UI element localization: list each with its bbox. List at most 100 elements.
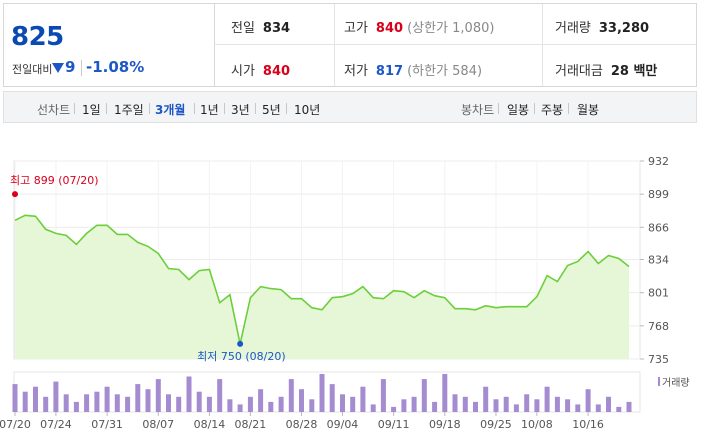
x-tick-label: 08/28: [286, 418, 318, 431]
volume-bar: [258, 389, 264, 412]
field-sub: (상한가 1,080): [407, 21, 495, 36]
volume-bar: [206, 396, 212, 412]
x-tick-label: 08/14: [194, 418, 226, 431]
volume-bar: [288, 379, 294, 412]
volume-bar: [186, 376, 192, 412]
volume-bar: [278, 396, 284, 412]
volume-bar: [33, 386, 38, 412]
toolbar-divider: [149, 103, 150, 114]
x-tick-label: 09/18: [429, 418, 461, 431]
quote-header: 825 전일대비 9 -1.08% 전일 834 고가 840 (상한가 1,080)…: [3, 3, 697, 87]
low-marker: [237, 340, 244, 347]
x-tick-label: 10/16: [572, 418, 604, 431]
volume-bar: [63, 394, 69, 412]
volume-bar: [483, 386, 489, 412]
x-tick-label: 08/21: [235, 418, 267, 431]
y-tick-label: 735: [648, 353, 669, 366]
volume-bar: [401, 399, 407, 412]
field-trade-value: 거래대금 28 백만: [555, 60, 657, 79]
volume-bar: [155, 379, 161, 412]
current-price: 825: [11, 22, 64, 52]
candle-monthly[interactable]: 월봉: [577, 103, 600, 117]
volume-bar: [299, 389, 304, 412]
y-tick-label: 866: [648, 221, 669, 234]
volume-bar: [360, 386, 366, 412]
price-box: 825 전일대비 9 -1.08%: [4, 4, 215, 86]
y-tick-label: 834: [648, 253, 669, 266]
y-tick-label: 932: [648, 155, 669, 168]
x-tick-label: 07/31: [91, 418, 123, 431]
volume-bar: [462, 396, 468, 412]
volume-bar: [350, 396, 356, 412]
period-10y[interactable]: 10년: [294, 103, 321, 117]
volume-bar: [319, 374, 325, 412]
field-prev-close: 전일 834: [231, 17, 290, 36]
volume-bar: [421, 379, 427, 412]
volume-bar: [442, 374, 448, 412]
period-1w[interactable]: 1주일: [114, 103, 144, 117]
down-triangle-icon: [52, 63, 64, 73]
volume-bar: [595, 404, 601, 412]
volume-bar: [227, 399, 233, 412]
y-tick-label: 899: [648, 188, 669, 201]
y-tick-label: 801: [648, 287, 669, 300]
period-1d[interactable]: 1일: [82, 103, 101, 117]
price-area: [15, 215, 629, 359]
field-label: 전일: [231, 21, 255, 36]
toolbar-divider: [286, 103, 287, 114]
volume-bar: [606, 396, 611, 412]
volume-bar: [554, 396, 560, 412]
field-low: 저가 817 (하한가 584): [344, 60, 482, 79]
low-label: 최저 750 (08/20): [197, 350, 286, 363]
volume-bar: [534, 399, 540, 412]
period-1y[interactable]: 1년: [200, 103, 219, 117]
volume-bar: [493, 399, 499, 412]
x-tick-label: 09/25: [480, 418, 512, 431]
period-3m[interactable]: 3개월: [155, 103, 186, 117]
x-tick-label: 10/08: [521, 418, 553, 431]
candle-weekly[interactable]: 주봉: [541, 103, 564, 117]
volume-bar: [237, 404, 243, 412]
toolbar-divider: [106, 103, 107, 114]
volume-bar: [391, 406, 397, 412]
volume-bar: [380, 379, 386, 412]
period-5y[interactable]: 5년: [262, 103, 281, 117]
field-high: 고가 840 (상한가 1,080): [344, 17, 494, 36]
volume-bar: [370, 404, 376, 412]
change-value: 9: [65, 58, 76, 76]
volume-bar: [616, 406, 622, 412]
volume-bar: [84, 394, 90, 412]
volume-bar: [329, 384, 335, 412]
volume-bar: [53, 381, 59, 412]
change-label: 전일대비: [12, 63, 53, 76]
change-percent: -1.08%: [86, 58, 145, 76]
volume-bar: [626, 401, 632, 412]
volume-bar: [217, 379, 223, 412]
change-divider: [81, 60, 82, 76]
field-value: 817: [375, 64, 404, 79]
field-open: 시가 840: [231, 60, 290, 79]
volume-bar: [473, 401, 478, 412]
volume-bar: [73, 401, 79, 412]
volume-bar: [544, 386, 550, 412]
candle-daily[interactable]: 일봉: [507, 103, 530, 117]
field-sub: (하한가 584): [407, 64, 483, 79]
y-tick-label: 768: [648, 320, 669, 333]
chart-toolbar: 선차트 1일 1주일 3개월 1년 3년 5년 10년 봉차트 일봉 주봉 월봉: [3, 91, 697, 123]
volume-bar: [411, 396, 417, 412]
toolbar-divider: [534, 103, 535, 114]
period-3y[interactable]: 3년: [231, 103, 250, 117]
volume-bar: [432, 401, 438, 412]
field-value: 840: [375, 21, 404, 36]
volume-bar: [513, 404, 519, 412]
volume-bar: [565, 399, 571, 412]
volume-bar: [145, 389, 151, 412]
field-value: 28 백만: [610, 64, 658, 79]
volume-bar: [125, 396, 131, 412]
candle-chart-label: 봉차트: [461, 103, 495, 117]
price-line: [14, 214, 630, 345]
field-label: 고가: [344, 21, 368, 36]
toolbar-divider: [568, 103, 569, 114]
volume-bar: [575, 404, 581, 412]
x-tick-label: 09/11: [378, 418, 410, 431]
